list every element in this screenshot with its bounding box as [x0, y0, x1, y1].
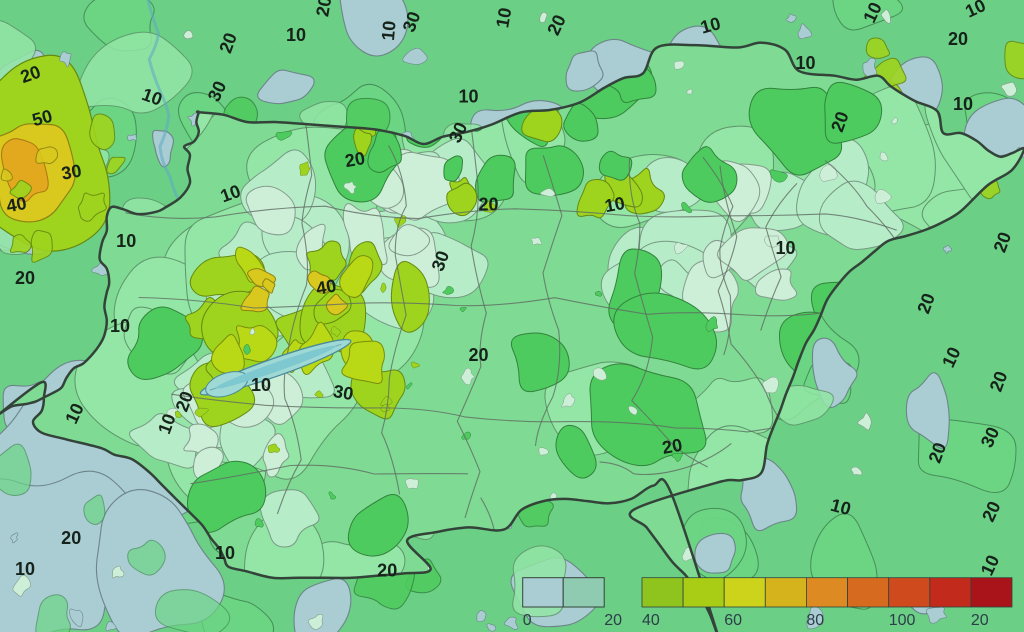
svg-text:10: 10 [251, 375, 271, 395]
svg-text:20: 20 [312, 0, 335, 18]
svg-text:40: 40 [642, 612, 660, 629]
svg-text:30: 30 [332, 381, 355, 404]
svg-text:10: 10 [215, 543, 235, 563]
svg-text:30: 30 [60, 161, 83, 184]
svg-text:20: 20 [478, 195, 498, 215]
svg-text:10: 10 [795, 53, 815, 73]
svg-text:100: 100 [889, 612, 916, 629]
svg-text:10: 10 [458, 87, 478, 107]
svg-text:10: 10 [603, 193, 626, 216]
svg-text:10: 10 [15, 559, 35, 579]
svg-text:0: 0 [523, 612, 532, 629]
svg-text:10: 10 [110, 316, 130, 336]
svg-text:10: 10 [492, 6, 515, 29]
svg-text:20: 20 [468, 345, 488, 365]
svg-text:20: 20 [661, 435, 684, 458]
svg-text:10: 10 [286, 25, 306, 45]
svg-text:60: 60 [724, 612, 742, 629]
svg-text:20: 20 [343, 148, 366, 171]
svg-text:10: 10 [775, 238, 795, 258]
svg-text:20: 20 [971, 612, 989, 629]
svg-text:40: 40 [5, 193, 28, 216]
svg-text:10: 10 [116, 231, 136, 251]
svg-text:20: 20 [15, 268, 35, 288]
svg-text:10: 10 [953, 94, 973, 114]
svg-text:20: 20 [61, 528, 81, 548]
svg-text:10: 10 [378, 20, 400, 42]
svg-text:20: 20 [948, 29, 968, 49]
svg-text:20: 20 [604, 612, 622, 629]
svg-text:80: 80 [806, 612, 824, 629]
svg-text:40: 40 [315, 276, 338, 299]
svg-text:20: 20 [377, 561, 397, 581]
